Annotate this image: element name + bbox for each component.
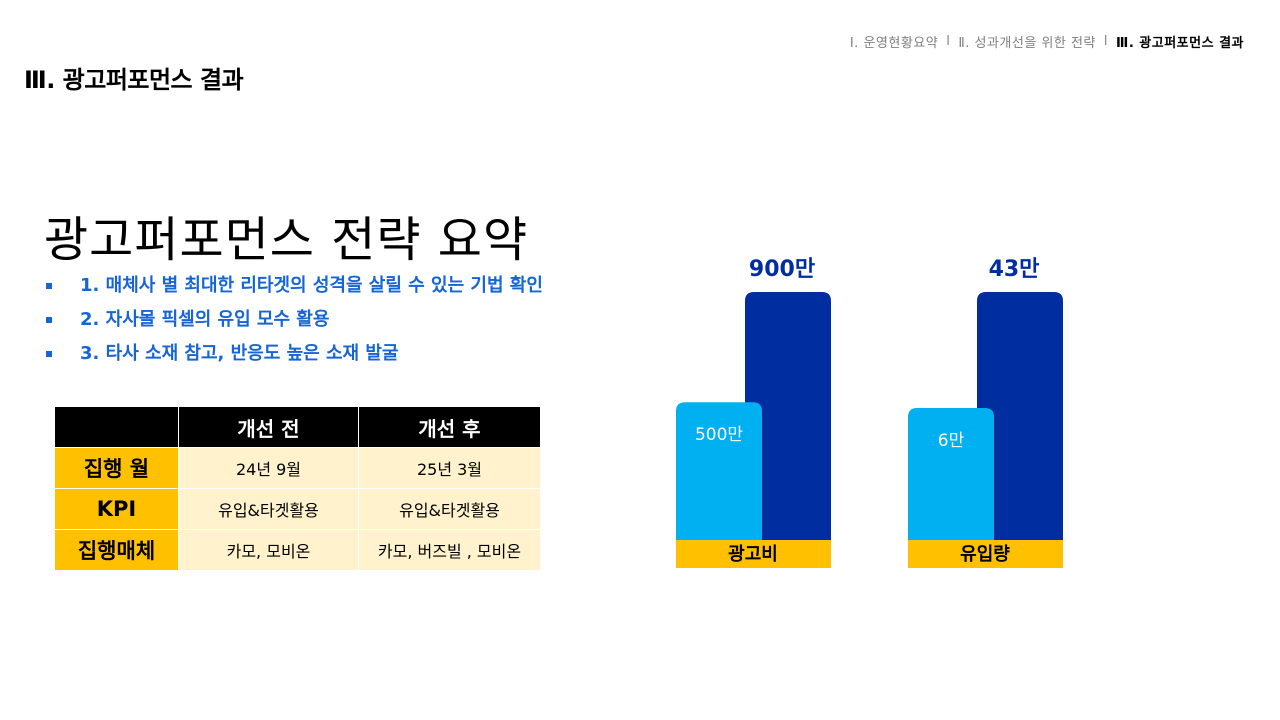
table-cell: 유입&타겟활용: [178, 488, 359, 530]
headline: 광고퍼포먼스 전략 요약: [44, 212, 529, 268]
square-bullet-icon: [46, 351, 52, 357]
bar-before-0: [676, 402, 762, 540]
breadcrumb-item-2[interactable]: Ⅱ. 성과개선을 위한 전략: [958, 36, 1096, 51]
page-title: Ⅲ. 광고퍼포먼스 결과: [24, 66, 244, 94]
data-label-before-0: 500만: [695, 425, 743, 445]
data-label-after-0: 900만: [749, 257, 815, 282]
bullet-item: 3. 타사 소재 참고, 반응도 높은 소재 발굴: [44, 340, 543, 374]
breadcrumb: Ⅰ. 운영현황요약 l Ⅱ. 성과개선을 위한 전략 l Ⅲ. 광고퍼포먼스 결…: [850, 32, 1244, 51]
bullet-item: 1. 매체사 별 최대한 리타겟의 성격을 살릴 수 있는 기법 확인: [44, 272, 543, 306]
data-label-after-1: 43만: [989, 257, 1040, 282]
bar-after-0: [745, 292, 831, 540]
table-cell: 카모, 모비온: [178, 529, 359, 571]
bar-after-1: [977, 292, 1063, 540]
breadcrumb-separator: l: [1103, 34, 1109, 49]
row-header: KPI: [54, 488, 179, 530]
bar-before-1: [908, 408, 994, 540]
bullet-text: 2. 자사몰 픽셀의 유입 모수 활용: [80, 309, 330, 330]
breadcrumb-separator: l: [946, 34, 951, 49]
column-header-before: 개선 전: [178, 406, 359, 448]
data-label-before-1: 6만: [938, 431, 965, 451]
bullet-item: 2. 자사몰 픽셀의 유입 모수 활용: [44, 306, 543, 340]
category-label-0: 광고비: [728, 544, 778, 565]
breadcrumb-item-1[interactable]: Ⅰ. 운영현황요약: [849, 36, 939, 51]
table-corner-cell: [54, 406, 179, 448]
row-header: 집행매체: [54, 529, 179, 571]
row-header: 집행 월: [54, 447, 179, 489]
square-bullet-icon: [46, 317, 52, 323]
bullet-text: 3. 타사 소재 참고, 반응도 높은 소재 발굴: [80, 343, 399, 364]
breadcrumb-item-3[interactable]: Ⅲ. 광고퍼포먼스 결과: [1116, 36, 1244, 51]
table-header-row: 개선 전 개선 후: [54, 406, 541, 448]
table-cell: 25년 3월: [358, 447, 541, 489]
table-row: 집행 월 24년 9월 25년 3월: [54, 447, 541, 489]
category-band-1: [908, 540, 1063, 568]
table-row: KPI 유입&타겟활용 유입&타겟활용: [54, 488, 541, 530]
table-row: 집행매체 카모, 모비온 카모, 버즈빌 , 모비온: [54, 529, 541, 571]
category-band-0: [676, 540, 831, 568]
column-header-after: 개선 후: [358, 406, 541, 448]
table-cell: 카모, 버즈빌 , 모비온: [358, 529, 541, 571]
bullet-list: 1. 매체사 별 최대한 리타겟의 성격을 살릴 수 있는 기법 확인 2. 자…: [44, 272, 543, 374]
table-cell: 유입&타겟활용: [358, 488, 541, 530]
table-cell: 24년 9월: [178, 447, 359, 489]
summary-table: 개선 전 개선 후 집행 월 24년 9월 25년 3월 KPI 유입&타겟활용…: [54, 406, 541, 571]
bullet-text: 1. 매체사 별 최대한 리타겟의 성격을 살릴 수 있는 기법 확인: [80, 275, 543, 296]
category-label-1: 유입량: [960, 543, 1010, 565]
square-bullet-icon: [46, 283, 52, 289]
